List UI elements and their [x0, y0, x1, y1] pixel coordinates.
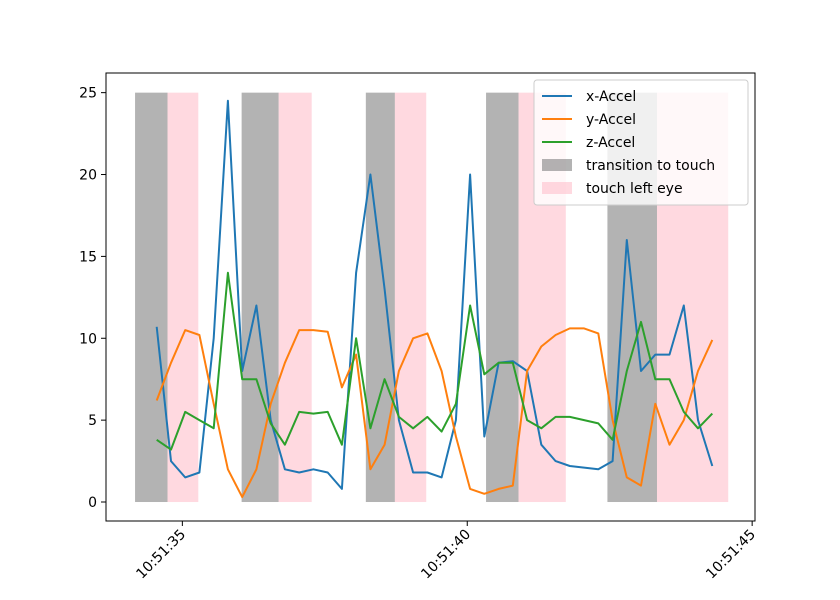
legend-box — [533, 79, 749, 206]
span — [394, 92, 427, 503]
y-tick-label: 0 — [88, 495, 97, 511]
legend: x-Accel y-Accel z-Accel transition to touch… — [533, 79, 749, 206]
legend-label: touch left eye — [586, 181, 683, 197]
span — [278, 92, 312, 503]
x-tick-label: 10:51:40 — [418, 527, 474, 583]
span — [365, 92, 395, 503]
y-tick-label: 10 — [79, 331, 97, 347]
x-tick-label: 10:51:35 — [133, 527, 189, 583]
series-line — [156, 271, 714, 451]
plot-frame — [105, 72, 756, 522]
legend-label: y-Accel — [586, 112, 636, 128]
legend-swatch — [542, 182, 572, 194]
span — [241, 92, 279, 503]
legend-label: z-Accel — [586, 135, 635, 151]
y-tick-label: 25 — [79, 86, 97, 102]
legend-label: transition to touch — [586, 158, 715, 174]
x-tick-label: 10:51:45 — [703, 527, 759, 583]
series-line — [155, 327, 714, 499]
y-tick-label: 20 — [79, 168, 97, 184]
span — [167, 92, 199, 503]
series-line — [155, 99, 714, 490]
span — [486, 92, 519, 503]
y-tick-label: 5 — [88, 413, 97, 429]
span — [135, 92, 168, 503]
legend-swatch — [542, 159, 572, 171]
legend-label: x-Accel — [586, 89, 636, 105]
y-tick-label: 15 — [79, 249, 97, 265]
